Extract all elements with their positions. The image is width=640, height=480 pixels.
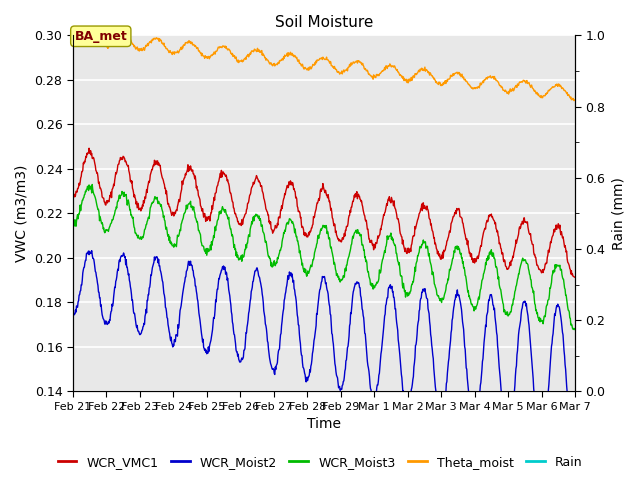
Title: Soil Moisture: Soil Moisture [275, 15, 373, 30]
Legend: WCR_VMC1, WCR_Moist2, WCR_Moist3, Theta_moist, Rain: WCR_VMC1, WCR_Moist2, WCR_Moist3, Theta_… [52, 451, 588, 474]
Y-axis label: Rain (mm): Rain (mm) [611, 177, 625, 250]
X-axis label: Time: Time [307, 418, 341, 432]
Text: BA_met: BA_met [74, 30, 127, 43]
Y-axis label: VWC (m3/m3): VWC (m3/m3) [15, 165, 29, 262]
